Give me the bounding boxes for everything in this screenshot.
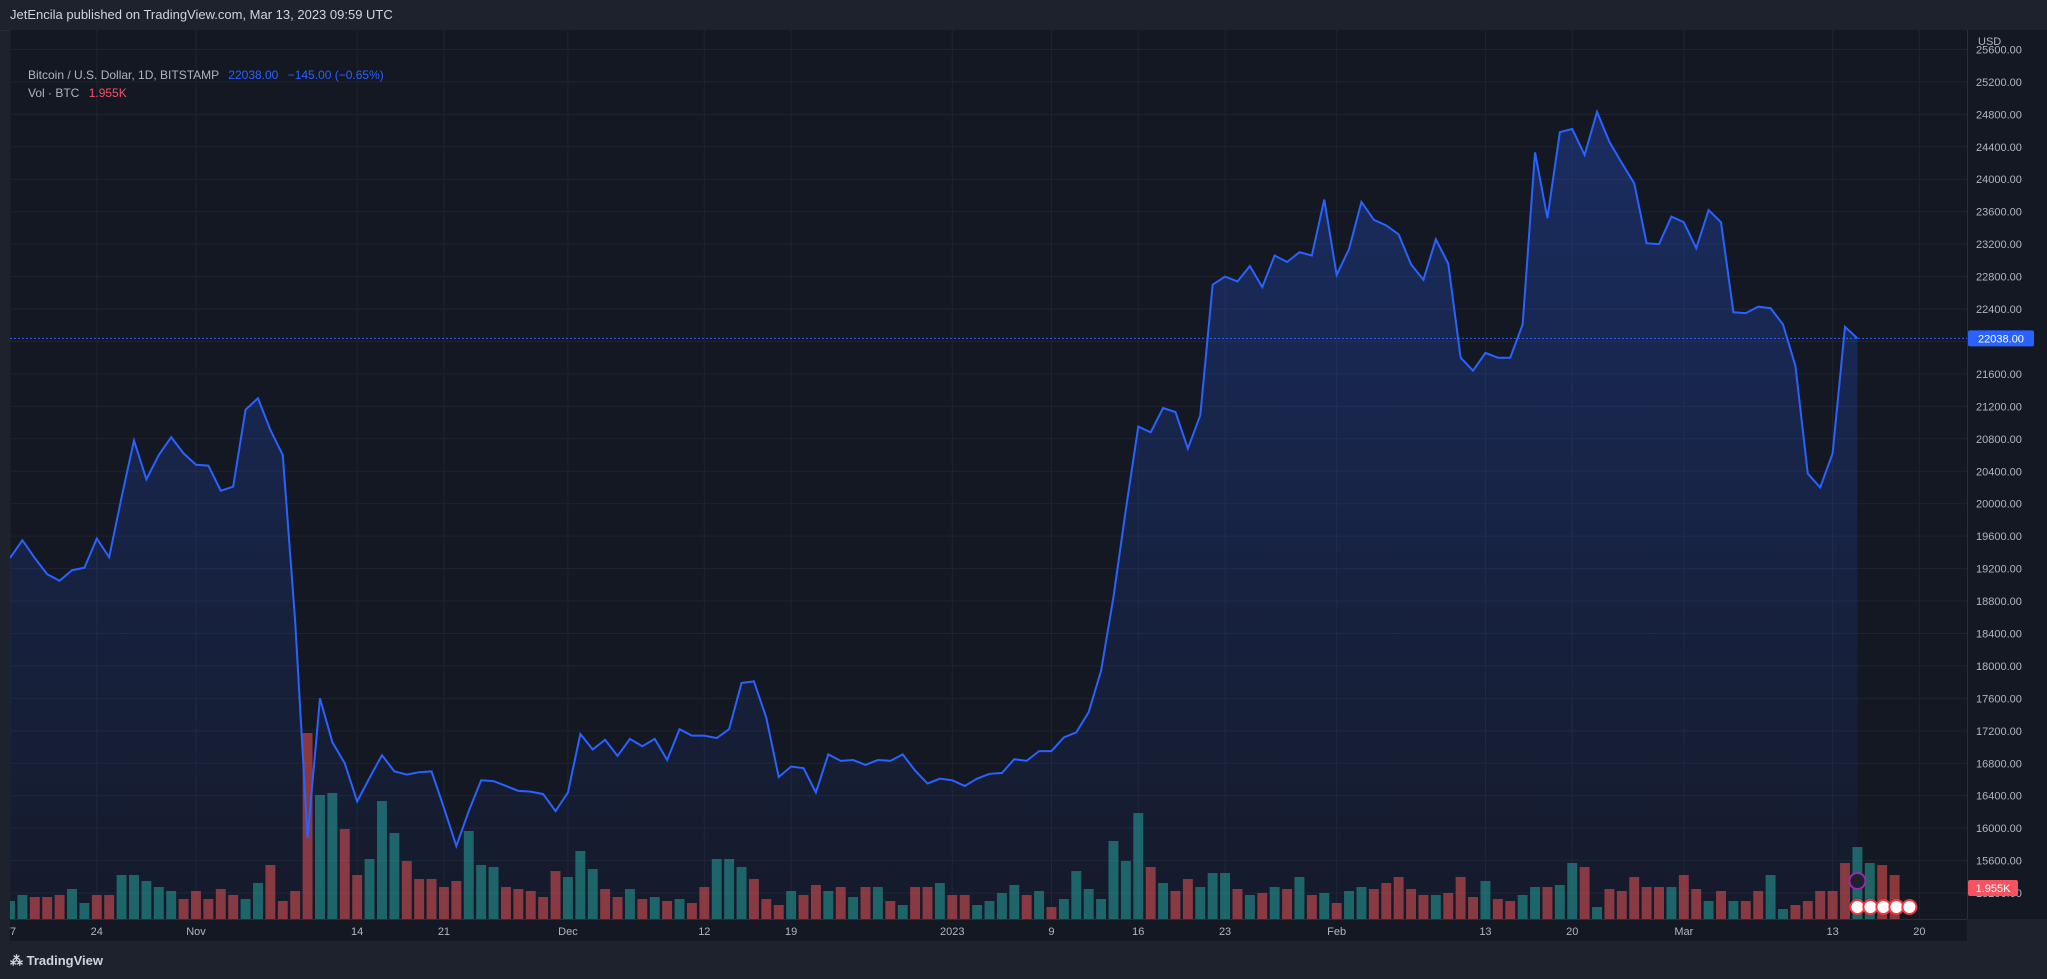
price-change: −145.00 (−0.65%) <box>287 68 384 82</box>
currency-label: USD <box>1978 36 2001 48</box>
time-tick-label: 14 <box>351 926 363 938</box>
time-tick-label: 2023 <box>940 926 964 938</box>
price-tick-label: 18000.00 <box>1976 661 2022 673</box>
volume-bar <box>1877 865 1888 919</box>
volume-value: 1.955K <box>88 86 127 100</box>
time-tick-label: 12 <box>698 926 710 938</box>
tradingview-logo[interactable]: ⁂ TradingView <box>10 953 103 969</box>
volume-label[interactable]: Vol · BTC <box>28 86 80 100</box>
price-tick-label: 20000.00 <box>1976 499 2022 511</box>
time-tick-label: 20 <box>1913 926 1925 938</box>
price-tick-label: 16000.00 <box>1976 823 2022 835</box>
legend-volume-row: Vol · BTC 1.955K <box>28 84 384 102</box>
price-tick-label: 23200.00 <box>1976 239 2022 251</box>
price-ticks: 15200.0015600.0016000.0016400.0016800.00… <box>1976 44 2022 900</box>
volume-bar <box>1864 863 1875 919</box>
price-tick-label: 24800.00 <box>1976 109 2022 121</box>
price-line <box>9 108 1859 850</box>
time-tick-label: 13 <box>1826 926 1838 938</box>
flag-event-icon[interactable] <box>1901 899 1918 915</box>
current-price-badge-text: 22038.00 <box>1978 333 2024 345</box>
price-tick-label: 18400.00 <box>1976 628 2022 640</box>
volume-badge-text: 1.955K <box>1976 883 2012 895</box>
flag-event-icon[interactable] <box>1875 899 1892 915</box>
price-tick-label: 20400.00 <box>1976 466 2022 478</box>
time-tick-label: 24 <box>91 926 103 938</box>
price-tick-label: 18800.00 <box>1976 596 2022 608</box>
price-tick-label: 23600.00 <box>1976 207 2022 219</box>
price-tick-label: 22400.00 <box>1976 304 2022 316</box>
chart-legend: Bitcoin / U.S. Dollar, 1D, BITSTAMP 2203… <box>28 66 384 102</box>
price-axis-labels: USD 15200.0015600.0016000.0016400.001680… <box>1968 36 2034 900</box>
publish-note: JetEncila published on TradingView.com, … <box>10 7 393 22</box>
flag-event-icon[interactable] <box>1849 899 1866 915</box>
time-tick-label: Dec <box>558 926 578 938</box>
price-tick-label: 24000.00 <box>1976 174 2022 186</box>
time-tick-label: Mar <box>1674 926 1693 938</box>
symbol-title[interactable]: Bitcoin / U.S. Dollar, 1D, BITSTAMP <box>28 68 219 82</box>
time-tick-label: 13 <box>1479 926 1491 938</box>
time-tick-label: 9 <box>1048 926 1054 938</box>
price-tick-label: 19200.00 <box>1976 564 2022 576</box>
price-tick-label: 25600.00 <box>1976 44 2022 56</box>
price-chart[interactable] <box>5 30 1967 920</box>
time-tick-label: 20 <box>1566 926 1578 938</box>
event-markers <box>1848 872 1918 915</box>
flag-event-icon[interactable] <box>1862 899 1879 915</box>
price-tick-label: 22800.00 <box>1976 272 2022 284</box>
time-tick-label: 23 <box>1219 926 1231 938</box>
volume-badge: 1.955K <box>1968 880 2018 896</box>
time-tick-label: 19 <box>785 926 797 938</box>
chart-pane[interactable]: Bitcoin / U.S. Dollar, 1D, BITSTAMP 2203… <box>5 30 1967 920</box>
price-tick-label: 16400.00 <box>1976 791 2022 803</box>
price-tick-label: 20800.00 <box>1976 434 2022 446</box>
price-tick-label: 21600.00 <box>1976 369 2022 381</box>
flag-event-icon[interactable] <box>1888 899 1905 915</box>
price-tick-label: 19600.00 <box>1976 531 2022 543</box>
time-tick-label: 17 <box>10 926 16 938</box>
price-tick-label: 21200.00 <box>1976 401 2022 413</box>
top-bar: JetEncila published on TradingView.com, … <box>0 0 2047 31</box>
time-axis-labels: 17 24 Nov 14 21 Dec 12 19 2023 9 16 23 Feb 13 20 Mar 13 2… <box>4 926 1926 938</box>
legend-symbol-row: Bitcoin / U.S. Dollar, 1D, BITSTAMP 2203… <box>28 66 384 84</box>
price-area-fill <box>10 111 1858 920</box>
time-axis[interactable]: 17 24 Nov 14 21 Dec 12 19 2023 9 16 23 Feb 13 20 Mar 13 2… <box>4 919 1967 942</box>
last-price: 22038.00 <box>228 68 279 82</box>
time-tick-label: 16 <box>1132 926 1144 938</box>
current-price-badge: 22038.00 <box>1968 330 2034 347</box>
time-tick-label: Nov <box>186 926 206 938</box>
price-tick-label: 15600.00 <box>1976 856 2022 868</box>
price-axis[interactable]: USD 15200.0015600.0016000.0016400.001680… <box>1967 30 2047 919</box>
price-tick-label: 17200.00 <box>1976 726 2022 738</box>
price-tick-label: 16800.00 <box>1976 758 2022 770</box>
time-tick-label: Feb <box>1327 926 1346 938</box>
price-tick-label: 17600.00 <box>1976 693 2022 705</box>
lightning-event-icon[interactable] <box>1848 872 1867 890</box>
time-tick-label: 21 <box>438 926 450 938</box>
price-tick-label: 25200.00 <box>1976 77 2022 89</box>
tv-logo-icon: ⁂ <box>10 953 27 968</box>
volume-bar <box>1889 875 1900 919</box>
logo-text: TradingView <box>26 953 103 968</box>
bottom-bar: ⁂ TradingView <box>0 941 2047 979</box>
time-ticks: 17 24 Nov 14 21 Dec 12 19 2023 9 16 23 Feb 13 20 Mar 13 2… <box>4 926 1926 938</box>
price-tick-label: 24400.00 <box>1976 142 2022 154</box>
